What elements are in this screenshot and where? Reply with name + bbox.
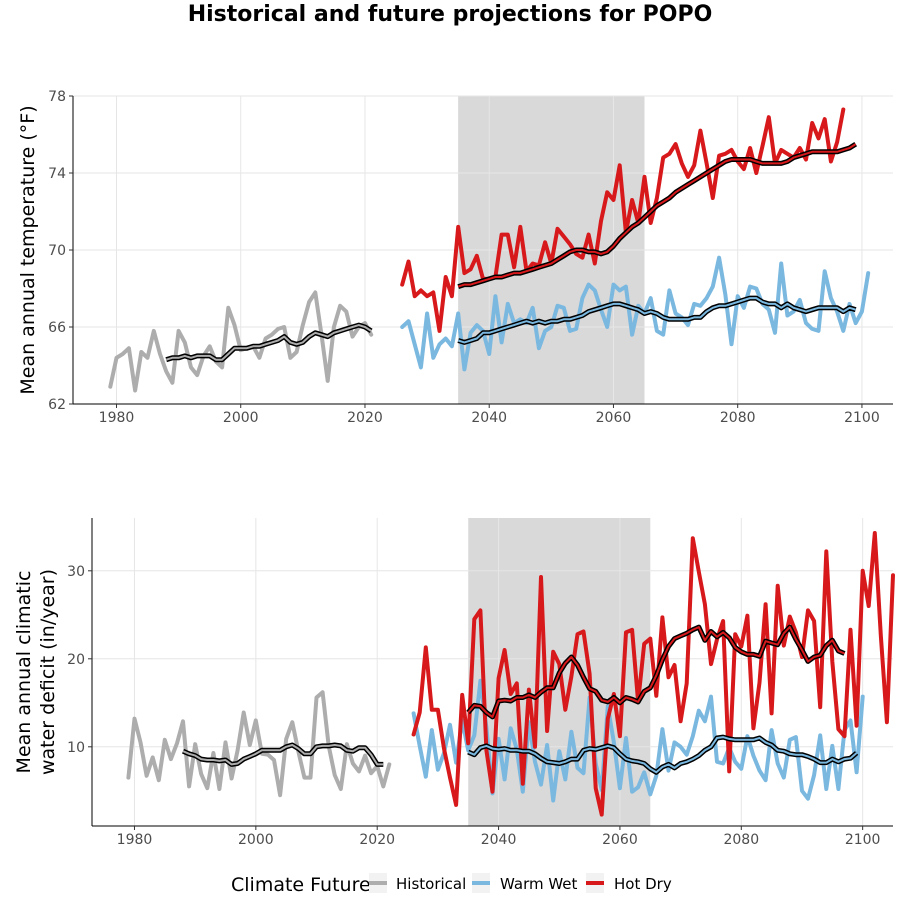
temperature-panel: 1980 2000 2020 2040 2060 2080 2100 62 66 70 74 78 Me… [17, 89, 893, 426]
x-tick-label: 2020 [347, 410, 383, 426]
x-tick-label: 2060 [596, 410, 632, 426]
smoothed-line-hot-dry [457, 143, 857, 288]
smoothed-line-historical [165, 324, 372, 361]
legend-title: Climate Future [231, 874, 371, 896]
x-tick-label: 2000 [238, 832, 274, 848]
y-tick-label: 10 [67, 740, 85, 756]
y-tick-label: 30 [67, 564, 85, 580]
smoothed-line-hot-dry [467, 626, 845, 718]
y-tick-label: 66 [48, 320, 66, 336]
series-line-hot-dry [411, 531, 895, 817]
y-tick-label: 78 [48, 89, 66, 105]
chart-title: Historical and future projections for PO… [188, 2, 713, 27]
smoothed-line-warm-wet [467, 736, 858, 774]
y-tick-label: 74 [48, 166, 66, 182]
x-tick-label: 1980 [99, 410, 135, 426]
y-tick-label: 62 [48, 397, 66, 413]
x-tick-label: 2040 [481, 832, 517, 848]
x-tick-label: 2000 [223, 410, 259, 426]
y-tick-label: 20 [67, 652, 85, 668]
legend-label-warm-wet: Warm Wet [500, 875, 578, 893]
water-deficit-panel: 1980 2000 2020 2040 2060 2080 2100 10 20 30 Mean a… [13, 518, 895, 848]
x-tick-label: 2080 [720, 410, 756, 426]
series-line-historical [126, 690, 392, 798]
legend-label-hot-dry: Hot Dry [614, 875, 672, 893]
x-tick-label: 2100 [844, 410, 880, 426]
smoothed-line-warm-wet [457, 297, 856, 344]
y-tick-label: 70 [48, 243, 66, 259]
x-tick-label: 1980 [117, 832, 153, 848]
y-axis-label: Mean annual climatic water deficit (in/ye… [13, 569, 59, 775]
series-line-hot-dry [400, 107, 846, 333]
legend-label-historical: Historical [396, 875, 466, 893]
smoothed-line-historical [182, 744, 384, 766]
legend: Climate Future Historical Warm Wet Hot D… [231, 873, 672, 896]
y-axis-label: Mean annual temperature (°F) [17, 105, 39, 394]
x-tick-label: 2100 [845, 832, 881, 848]
x-tick-label: 2080 [723, 832, 759, 848]
x-tick-label: 2020 [359, 832, 395, 848]
x-tick-label: 2060 [602, 832, 638, 848]
series-line-warm-wet [400, 255, 871, 372]
x-tick-label: 2040 [471, 410, 507, 426]
